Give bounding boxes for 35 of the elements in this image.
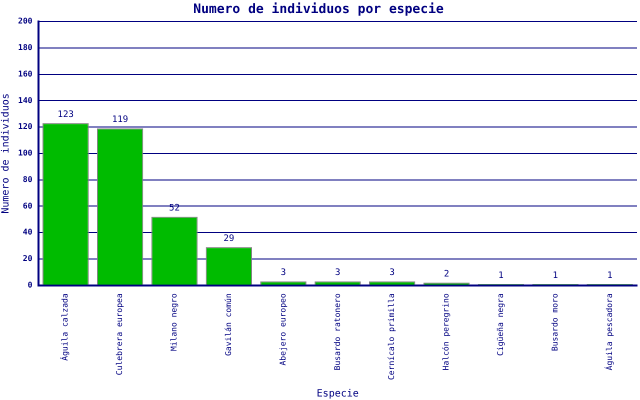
x-tick-label: Busardo moro — [550, 293, 560, 352]
data-label: 29 — [223, 234, 234, 244]
x-tick-label: Abejero europeo — [278, 293, 288, 366]
chart-title: Numero de individuos por especie — [193, 2, 444, 18]
x-tick-label: Cernícalo primilla — [387, 293, 396, 380]
x-axis-title: Especie — [316, 388, 359, 400]
x-tick-label: Cigüeña negra — [496, 293, 506, 356]
y-tick-label: 180 — [18, 43, 33, 52]
data-label: 2 — [444, 270, 450, 280]
data-label: 3 — [280, 268, 286, 278]
data-label: 3 — [389, 268, 395, 278]
y-tick-label: 40 — [22, 228, 33, 237]
data-label: 1 — [498, 270, 504, 281]
y-tick-label: 0 — [28, 280, 33, 290]
data-label: 1 — [607, 270, 613, 281]
x-tick-label: Milano negro — [170, 293, 179, 352]
x-tick-label: Gavilán común — [224, 293, 233, 356]
data-label: 1 — [552, 270, 558, 281]
y-tick-label: 200 — [18, 16, 33, 26]
y-tick-label: 160 — [18, 69, 33, 78]
data-label: 3 — [335, 268, 340, 278]
data-label: 123 — [58, 110, 74, 120]
y-tick-label: 60 — [22, 201, 33, 210]
y-tick-label: 140 — [18, 96, 33, 105]
x-tick-label: Águila calzada — [60, 293, 70, 361]
x-tick-label: Culebrera europea — [115, 293, 124, 376]
y-tick-label: 120 — [18, 122, 33, 132]
x-tick-label: Busardo ratonero — [332, 293, 342, 370]
x-tick-label: Halcón peregrino — [442, 293, 451, 370]
y-tick-label: 20 — [22, 254, 33, 264]
y-tick-label: 100 — [18, 148, 33, 158]
data-label: 119 — [112, 115, 128, 126]
x-tick-label: Águila pescadora — [604, 293, 614, 370]
y-axis-title: Numero de individuos — [0, 93, 12, 214]
y-tick-label: 80 — [22, 174, 33, 184]
